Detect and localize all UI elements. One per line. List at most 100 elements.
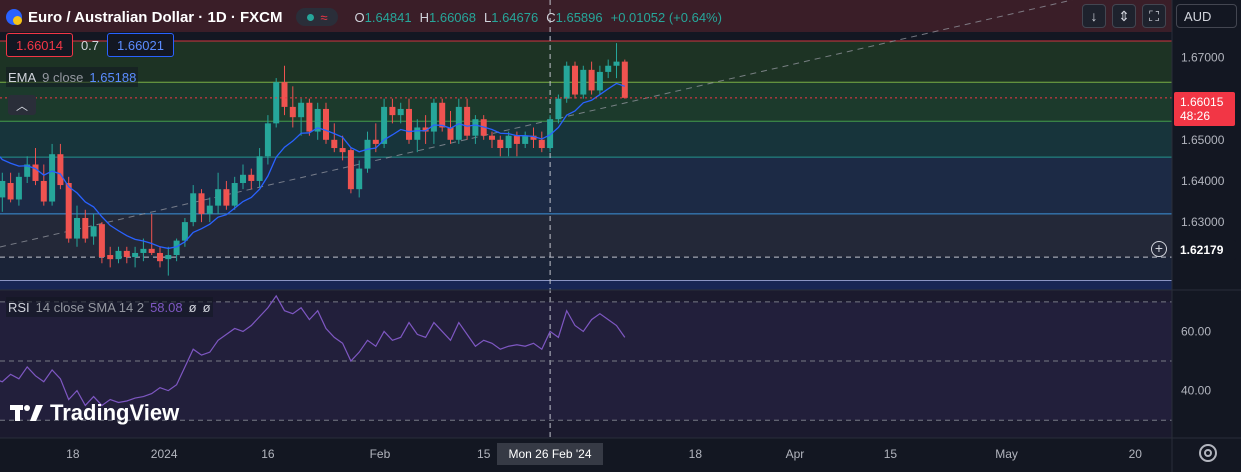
spread-value: 0.7 [80,37,100,53]
rsi-legend-params: 14 close SMA 14 2 [35,299,145,315]
price-axis-tick-label: 1.63000 [1181,215,1225,229]
bar-countdown: 48:26 [1180,109,1211,123]
candle-body [588,69,595,91]
candle-body [464,106,471,136]
grid [0,0,1172,440]
time-axis-tick-label: 15 [477,447,491,461]
last-price-value: 1.66015 [1180,95,1224,109]
tradingview-logo-icon [10,405,43,421]
candle-body [381,106,388,144]
price-axis-tick-label: 1.64000 [1181,174,1225,188]
rsi-line [0,294,626,407]
rsi-axis-tick-label: 60.00 [1181,324,1211,338]
candle-body [489,135,495,140]
candle-body [281,82,288,107]
candle-body [7,183,14,200]
scroll-down-button[interactable]: ↓ [1082,4,1106,28]
candle-body [447,127,454,140]
candle-body [389,106,396,116]
candle-body [530,135,537,140]
rsi-legend-extra-1: ø [188,299,197,315]
candle-body [555,98,562,120]
tradingview-watermark[interactable]: TradingView [10,400,179,426]
candle-body [40,180,47,202]
rsi-legend[interactable]: RSI 14 close SMA 14 2 58.08 ø ø [6,297,213,317]
time-axis-tick-label: 18 [689,447,703,461]
candle-body [248,174,255,181]
trend-line [0,0,1073,248]
rsi-legend-extra-2: ø [202,299,211,315]
time-axis-tick-label: Feb [370,447,391,461]
candle-body [240,174,246,184]
sell-price-button[interactable]: 1.66014 [6,33,73,57]
level-band [0,157,1172,214]
time-axis-tick-label: 15 [884,447,898,461]
candle-body [181,222,188,241]
ohlc-low-key: L [484,9,492,25]
ohlc-low-value: 1.64676 [491,9,539,25]
candle-body [497,139,504,149]
currency-flag-icon [6,9,22,25]
candle-body [356,168,363,190]
change-value: +0.01052 (+0.64%) [610,9,722,25]
rsi-pane [0,294,626,407]
candle-body [190,193,197,223]
candle-body [107,255,114,260]
candle-body [430,102,437,132]
candle-body [165,255,172,260]
ema-legend[interactable]: EMA 9 close 1.65188 [6,67,139,87]
market-open-dot-icon [307,13,315,21]
candle-body [273,82,280,124]
crosshair-date-tag: Mon 26 Feb '24 [497,443,603,465]
crosshair-price-tag: 1.62179 [1174,240,1236,260]
candle-body [98,224,105,258]
maximize-pane-button[interactable]: ⇕ [1112,4,1136,28]
candle-body [339,148,346,153]
time-axis-tick-label: 20 [1129,447,1143,461]
candle-body [472,119,479,136]
candle-body [74,217,80,239]
fullscreen-button[interactable]: ⛶ [1142,4,1166,28]
rsi-axis-tick-label: 40.00 [1181,384,1211,398]
time-axis-tick-label: 18 [66,447,80,461]
ohlc-high-value: 1.66068 [429,9,476,25]
candle-body [513,135,520,144]
ema-line [0,82,1172,250]
candle-body [289,106,296,118]
time-axis-tick-label: 2024 [151,447,178,461]
candle-body [256,156,263,181]
candle-body [596,71,603,91]
buy-price-button[interactable]: 1.66021 [107,33,174,57]
ohlc-readout: O1.64841 H1.66068 L1.64676 C1.65896 +0.0… [354,10,721,25]
add-alert-button[interactable]: + [1151,241,1167,257]
candle-body [57,154,64,186]
currency-selector[interactable]: AUD [1176,4,1237,28]
chart-settings-gear-icon[interactable] [1199,444,1217,462]
candle-body [115,250,122,260]
arrow-down-icon: ↓ [1090,8,1098,24]
ohlc-open-key: O [354,9,365,25]
candle-body [215,189,222,206]
level-band [0,280,1172,290]
price-axis-tick-label: 1.67000 [1181,51,1225,65]
candle-body [580,69,587,95]
candle-body [538,139,545,149]
market-status-pill[interactable]: ≈ [296,8,339,26]
time-axis-tick-label: 16 [261,447,275,461]
fullscreen-icon: ⛶ [1149,7,1159,24]
candle-body [406,108,412,140]
collapse-legend-button[interactable]: ︿ [8,95,36,115]
candle-body [173,240,180,256]
candle-body [621,61,628,98]
candle-body [563,65,570,99]
symbol-title[interactable]: Euro / Australian Dollar · 1D · FXCM [28,8,283,26]
candle-body [82,217,89,239]
trend-line-dashed [0,0,1073,248]
candle-body [331,139,338,149]
candle-body [522,135,529,144]
candle-body [140,248,147,253]
ohlc-open-value: 1.64841 [364,9,412,25]
ema-9-line [0,82,626,250]
